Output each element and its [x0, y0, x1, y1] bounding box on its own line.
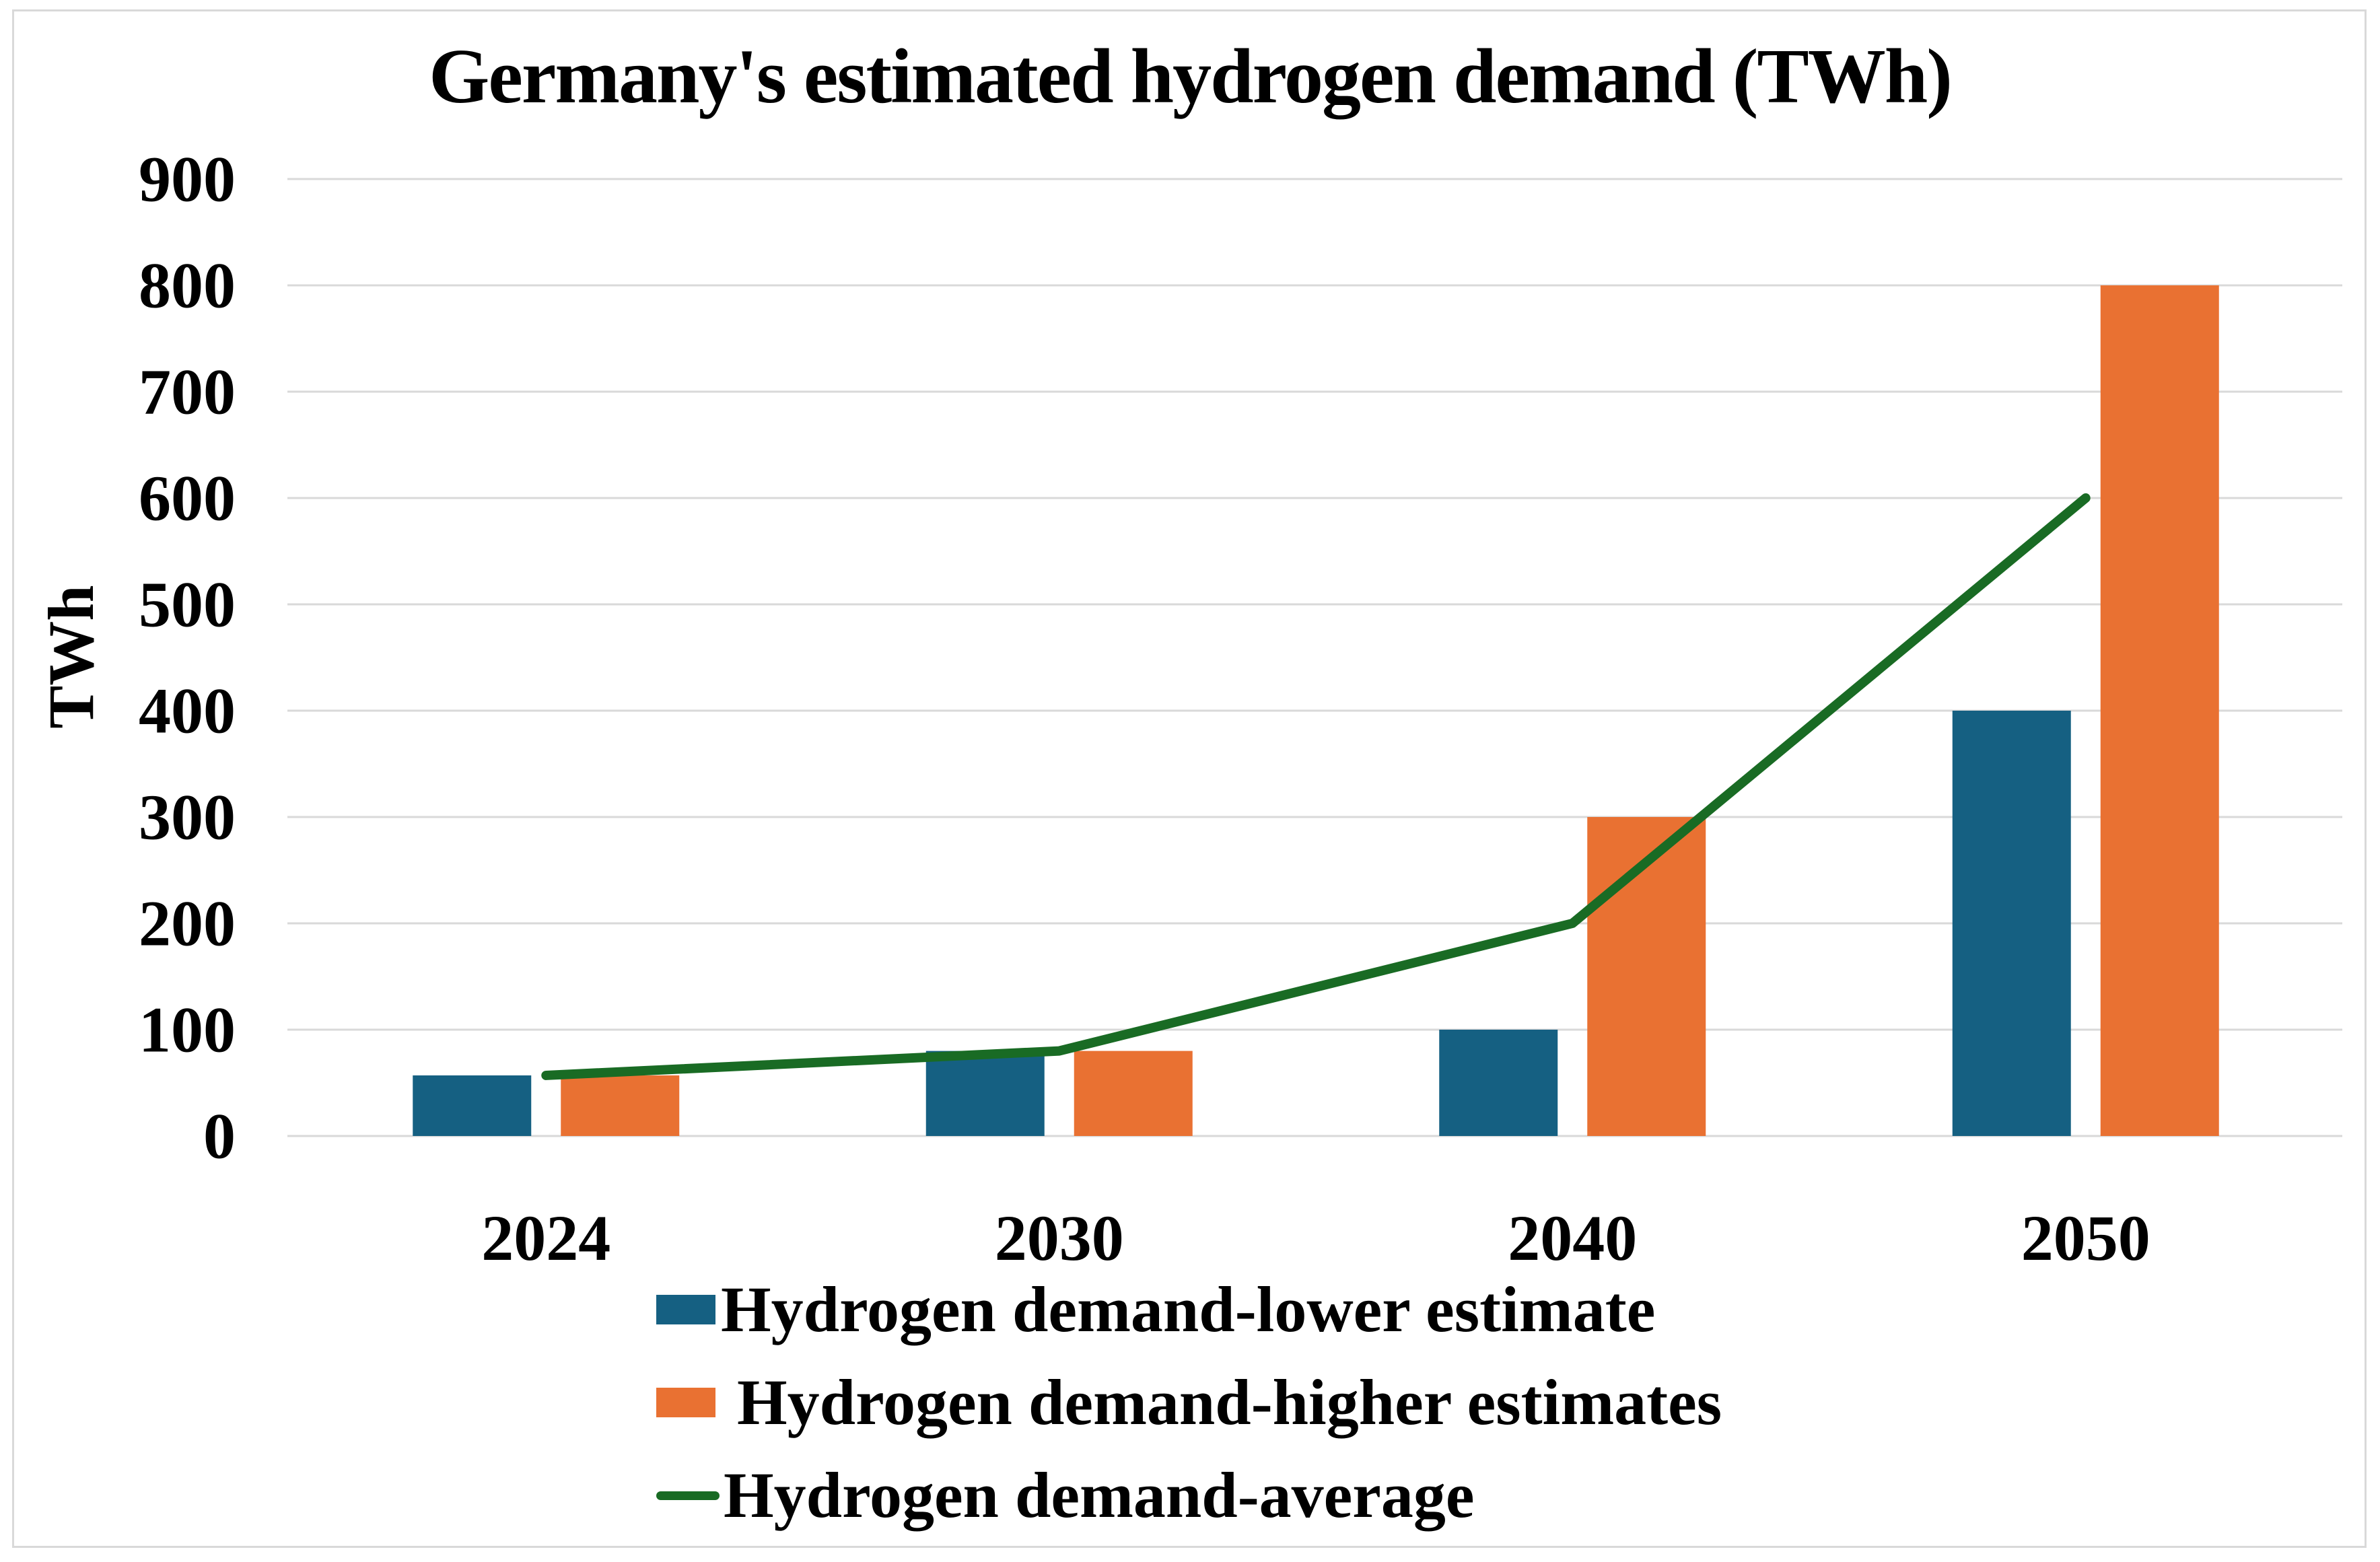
y-tick-label-100: 100 — [139, 994, 236, 1066]
y-tick-label-800: 800 — [139, 250, 236, 322]
bar-higher-2024 — [561, 1075, 680, 1136]
bar-lower-2030 — [925, 1051, 1045, 1136]
y-tick-label-300: 300 — [139, 781, 236, 853]
y-tick-label-200: 200 — [139, 888, 236, 960]
x-tick-label-2040: 2040 — [1508, 1202, 1637, 1274]
bar-higher-2050 — [2100, 285, 2219, 1136]
y-tick-label-600: 600 — [139, 462, 236, 534]
bar-lower-2024 — [413, 1075, 532, 1136]
y-tick-label-700: 700 — [139, 356, 236, 428]
y-tick-label-400: 400 — [139, 675, 236, 747]
y-tick-label-0: 0 — [203, 1100, 236, 1172]
y-tick-label-900: 900 — [139, 143, 236, 215]
bar-lower-2050 — [1952, 711, 2071, 1136]
y-tick-label-500: 500 — [139, 569, 236, 641]
x-tick-label-2024: 2024 — [481, 1202, 610, 1274]
bar-higher-2030 — [1074, 1051, 1193, 1136]
bar-lower-2040 — [1439, 1030, 1558, 1136]
chart-title: Germany's estimated hydrogen demand (TWh… — [429, 34, 1953, 120]
x-tick-label-2030: 2030 — [995, 1202, 1124, 1274]
bar-higher-2040 — [1587, 817, 1706, 1136]
average-line — [541, 493, 2091, 1080]
x-tick-label-2050: 2050 — [2021, 1202, 2150, 1274]
